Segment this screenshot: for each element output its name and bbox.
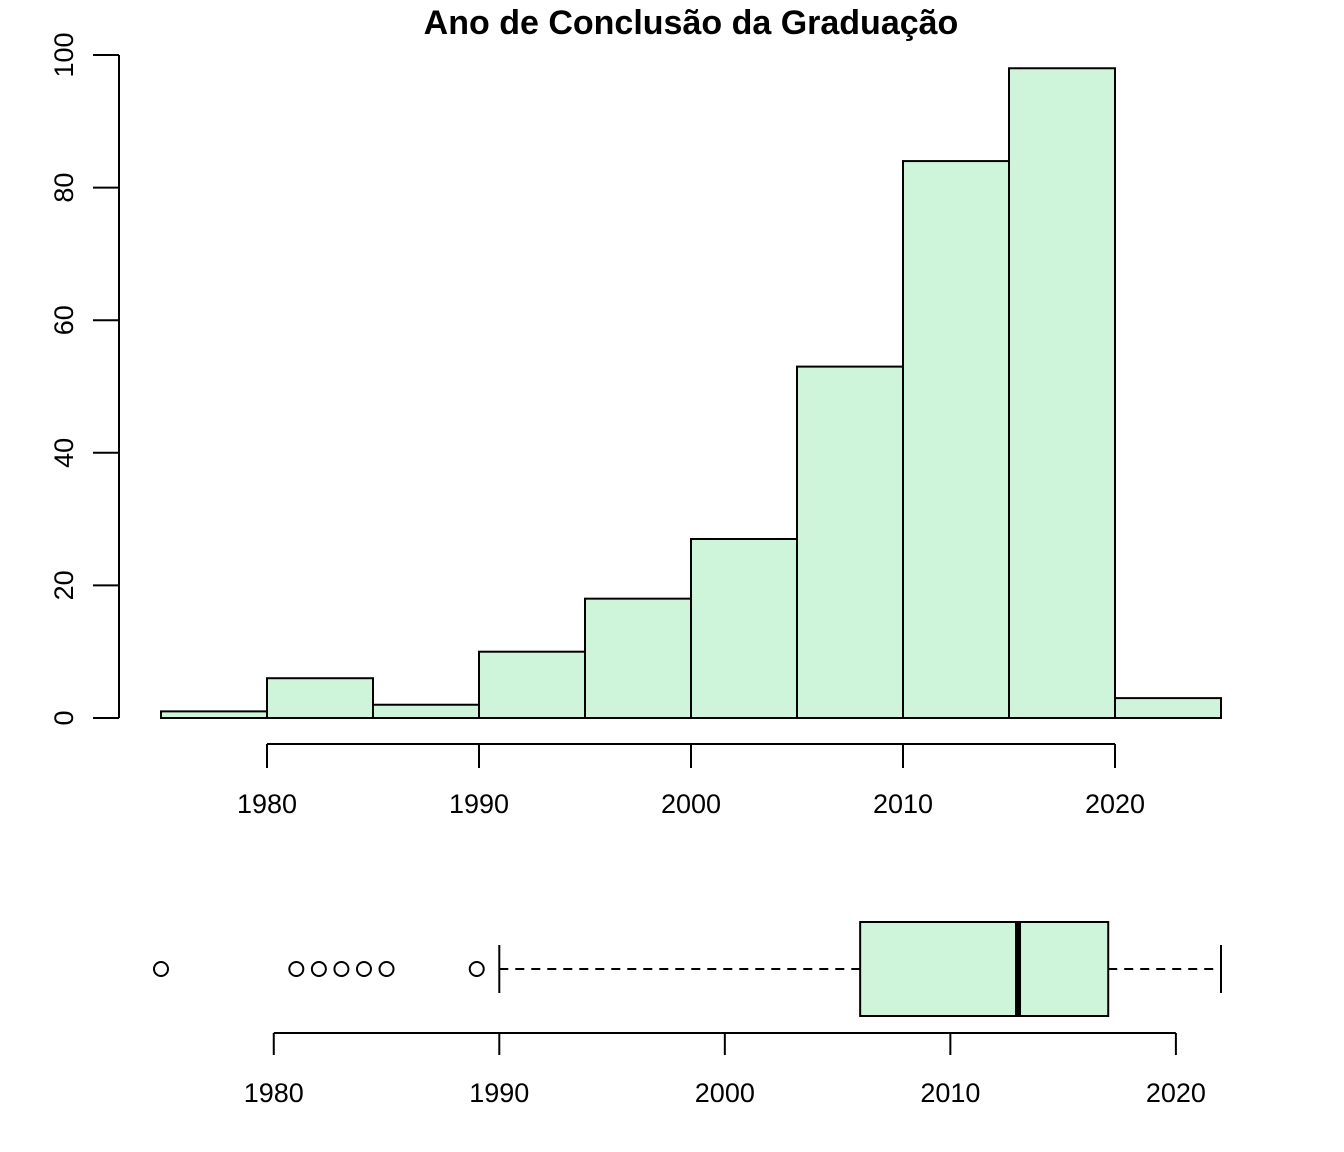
boxplot-x-tick-label: 1990 <box>469 1078 529 1108</box>
y-tick-label: 60 <box>49 305 79 335</box>
boxplot-outlier-6 <box>468 961 485 977</box>
boxplot-outlier-4 <box>355 961 372 977</box>
x-tick-label: 2010 <box>873 789 933 819</box>
x-tick-label: 1980 <box>237 789 297 819</box>
histogram-bar-3 <box>478 650 586 720</box>
boxplot-box <box>859 921 1110 1017</box>
boxplot-x-tick-label: 2010 <box>920 1078 980 1108</box>
boxplot-outlier-0 <box>153 961 169 977</box>
x-tick-label: 2020 <box>1085 789 1145 819</box>
y-tick-label: 100 <box>49 32 79 77</box>
histogram-x-axis: 1980 1990 2000 2010 2020 <box>237 743 1145 819</box>
histogram-bar-6 <box>796 365 904 719</box>
histogram-bars <box>160 67 1222 720</box>
histogram-bar-4 <box>584 597 692 719</box>
histogram-bar-0 <box>160 710 268 719</box>
histogram-bar-1 <box>266 677 374 719</box>
histogram-y-axis: 0 20 40 60 80 100 <box>49 32 120 726</box>
y-tick-label: 80 <box>49 173 79 203</box>
histogram-bar-9 <box>1114 697 1222 719</box>
histogram-bar-5 <box>690 537 798 719</box>
histogram-bar-2 <box>372 703 480 719</box>
x-tick-label: 2000 <box>661 789 721 819</box>
histogram-bar-8 <box>1008 67 1116 719</box>
boxplot <box>153 921 1222 1017</box>
boxplot-x-tick-label: 2020 <box>1146 1078 1206 1108</box>
boxplot-outlier-5 <box>378 961 395 977</box>
y-tick-label: 0 <box>49 710 79 725</box>
chart-title: Ano de Conclusão da Graduação <box>424 4 959 42</box>
boxplot-x-tick-label: 2000 <box>695 1078 755 1108</box>
boxplot-outlier-3 <box>333 961 350 977</box>
boxplot-x-tick-label: 1980 <box>244 1078 304 1108</box>
boxplot-outlier-1 <box>288 961 305 977</box>
y-tick-label: 20 <box>49 570 79 600</box>
boxplot-outlier-2 <box>310 961 327 977</box>
y-tick-label: 40 <box>49 438 79 468</box>
boxplot-x-axis: 1980 1990 2000 2010 2020 <box>244 1032 1206 1108</box>
x-tick-label: 1990 <box>449 789 509 819</box>
histogram-bar-7 <box>902 160 1010 719</box>
